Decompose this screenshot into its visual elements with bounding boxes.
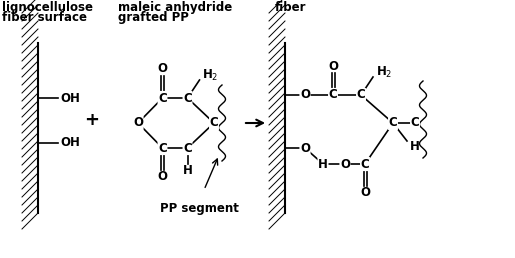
Text: O: O	[340, 157, 350, 171]
Text: C: C	[158, 92, 167, 104]
Text: C: C	[410, 117, 419, 130]
Text: C: C	[356, 88, 365, 101]
Text: O: O	[300, 141, 310, 155]
Text: O: O	[300, 88, 310, 101]
Text: PP segment: PP segment	[160, 202, 238, 215]
Text: H$_2$: H$_2$	[376, 64, 392, 79]
Text: C: C	[210, 117, 218, 130]
Text: maleic anhydride: maleic anhydride	[118, 1, 232, 14]
Text: H: H	[318, 157, 328, 171]
Text: C: C	[329, 88, 337, 101]
Bar	[22, 43, 38, 213]
Text: lignocellulose: lignocellulose	[2, 1, 93, 14]
Text: H: H	[182, 165, 193, 178]
Text: OH: OH	[60, 136, 80, 149]
Text: OH: OH	[60, 92, 80, 104]
Text: +: +	[84, 111, 99, 129]
Text: grafted PP: grafted PP	[118, 11, 189, 24]
Text: H: H	[410, 140, 420, 152]
Text: fiber surface: fiber surface	[2, 11, 87, 24]
Text: C: C	[389, 117, 398, 130]
Text: O: O	[133, 117, 143, 130]
Text: C: C	[183, 92, 192, 104]
Text: H$_2$: H$_2$	[201, 67, 218, 83]
Text: O: O	[158, 171, 167, 183]
Text: C: C	[158, 141, 167, 155]
Text: O: O	[328, 60, 338, 72]
Text: C: C	[183, 141, 192, 155]
Text: O: O	[158, 62, 167, 76]
Text: fiber: fiber	[275, 1, 306, 14]
Text: C: C	[360, 157, 369, 171]
Text: O: O	[360, 187, 370, 199]
Bar	[269, 43, 285, 213]
